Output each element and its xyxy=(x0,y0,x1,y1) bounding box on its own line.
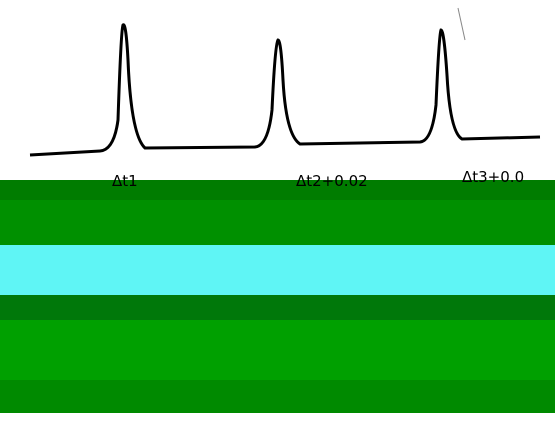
peak-label: Δt1 xyxy=(112,172,138,190)
green-band-upper xyxy=(0,200,555,245)
green-band-bottom xyxy=(0,380,555,413)
green-stripe xyxy=(0,295,555,320)
cyan-band xyxy=(0,245,555,295)
green-band-lower xyxy=(0,320,555,380)
bottom-strip xyxy=(0,413,555,441)
stray-mark xyxy=(457,7,466,41)
peak-label: Δt3+0.0 xyxy=(462,168,524,186)
peak-label: Δt2+0.02 xyxy=(296,172,368,190)
signal-trace xyxy=(29,23,541,157)
